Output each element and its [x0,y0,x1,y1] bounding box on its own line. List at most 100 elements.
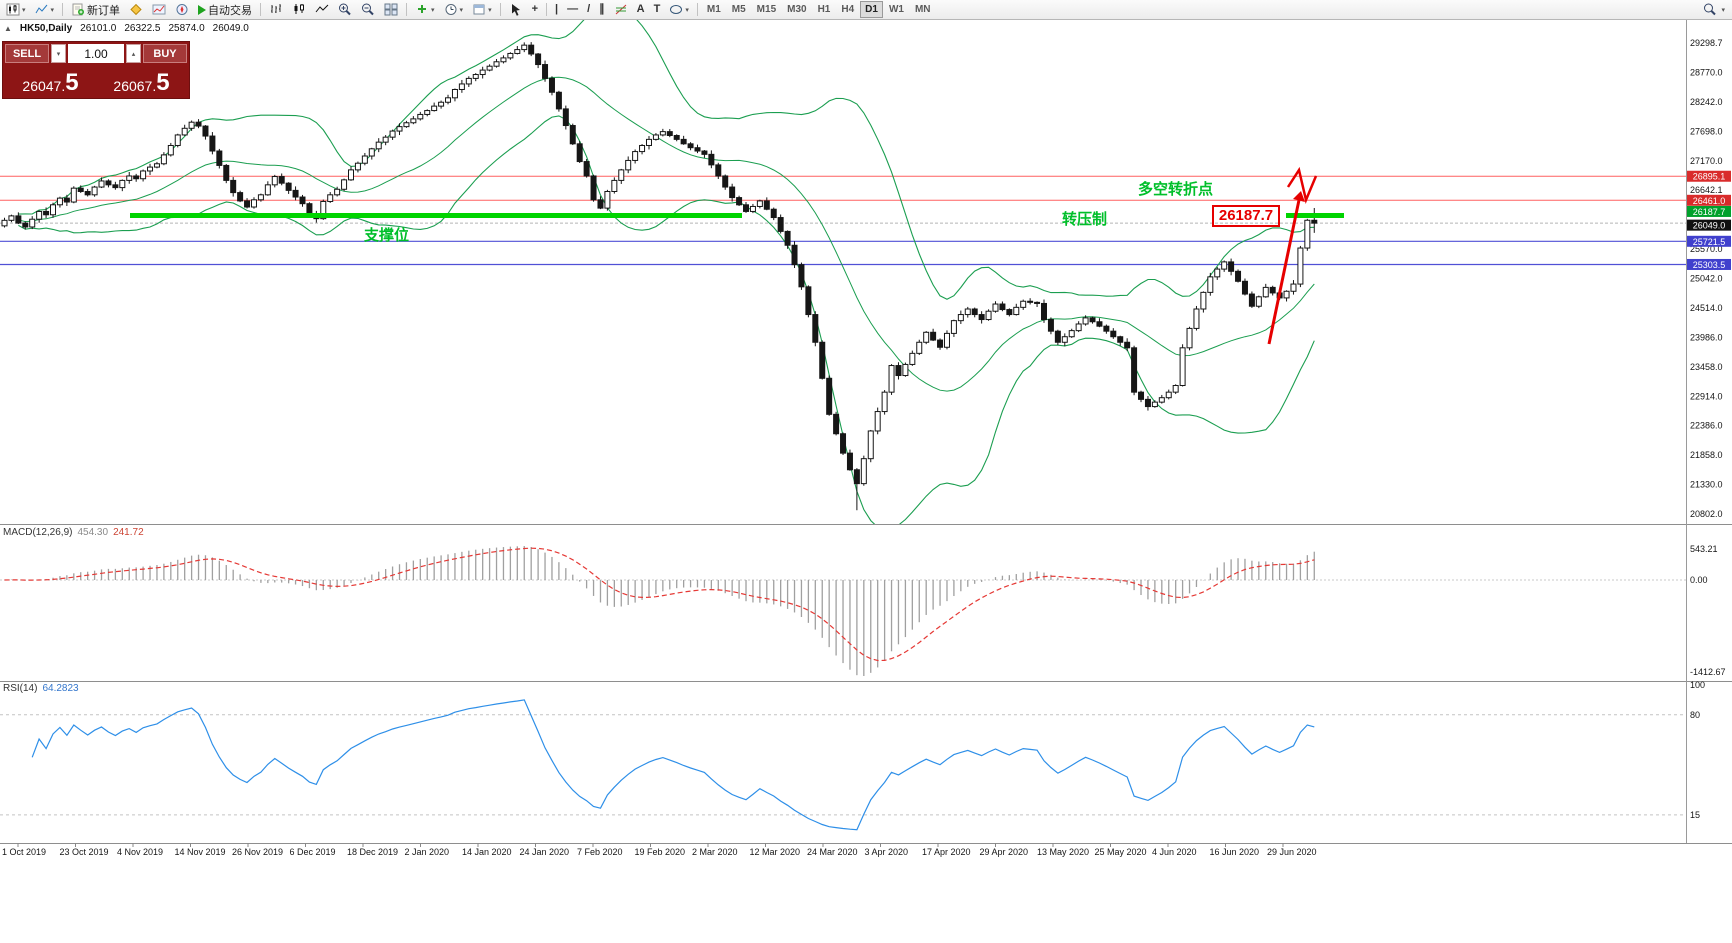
price-axis-label: 20802.0 [1690,509,1723,519]
cursor-button[interactable] [505,0,527,19]
timeframe-w1[interactable]: W1 [888,4,904,15]
timeframe-mn[interactable]: MN [914,4,931,15]
date-axis-label: 18 Dec 2019 [347,847,398,857]
periods-button[interactable]: ▾ [440,0,468,19]
new-chart-button[interactable]: ▾ [2,0,30,19]
date-axis-label: 1 Oct 2019 [2,847,46,857]
date-axis-label: 13 May 2020 [1037,847,1089,857]
crosshair-button[interactable]: + [528,0,542,19]
zoom-out-button[interactable] [357,0,379,19]
zigzag-mark [1286,166,1318,205]
channel-tool[interactable]: ∥ [595,0,609,19]
price-axis-label: 21330.0 [1690,480,1723,490]
shapes-tool[interactable]: ▾ [665,0,693,19]
crosshair-icon: + [531,3,539,15]
chevron-down-icon: ▾ [22,6,26,14]
candle-chart-mode-button[interactable] [288,0,310,19]
vertical-line-tool[interactable]: | [551,0,562,19]
timeframe-m1[interactable]: M1 [706,4,721,15]
macd-signal-value: 241.72 [113,527,144,538]
rsi-axis-label: 15 [1690,810,1700,820]
date-axis-label: 2 Jan 2020 [405,847,450,857]
fibonacci-icon [615,4,626,15]
one-click-panel-toggle[interactable]: ▲ [4,24,12,33]
timeframe-h1[interactable]: H1 [817,4,831,15]
rsi-indicator-label: RSI(14) 64.2823 [3,683,79,694]
search-icon[interactable] [1703,3,1717,16]
toolbar-separator [546,3,548,16]
buy-button[interactable]: BUY [143,44,187,63]
sell-price[interactable]: 26047. 5 [5,63,96,96]
symbol-ohlc-line: ▲ HK50,Daily 26101.0 26322.5 25874.0 260… [4,23,249,34]
volume-decrease-button[interactable]: ▾ [51,44,66,63]
timeframe-h4[interactable]: H4 [841,4,855,15]
label-tool[interactable]: T [650,0,665,19]
buy-price[interactable]: 26067. 5 [96,63,187,96]
price-badge [1687,219,1731,231]
annotation-support[interactable]: 支撑位 [364,227,410,244]
macd-panel[interactable] [0,546,1686,676]
date-axis-label: 25 May 2020 [1095,847,1147,857]
navigator-icon [176,4,188,15]
text-icon: A [636,3,645,15]
volume-increase-button[interactable]: ▴ [126,44,141,63]
rsi-panel[interactable] [0,699,1686,831]
tile-windows-button[interactable] [380,0,402,19]
candles-layer [1,42,1318,511]
horizontal-line-tool[interactable]: — [563,0,582,19]
macd-name: MACD(12,26,9) [3,527,73,538]
trendline-icon: / [587,3,591,15]
cursor-icon [511,4,520,16]
price-axis-label: 23458.0 [1690,362,1723,372]
annotation-turning-point[interactable]: 多空转折点 [1138,181,1214,198]
timeframe-m30[interactable]: M30 [787,4,807,15]
bar-chart-mode-button[interactable] [265,0,287,19]
annotation-price-box[interactable]: 26187.7 [1212,205,1280,227]
macd-main-value: 454.30 [77,527,109,538]
volume-input[interactable]: 1.00 [68,44,124,63]
chevron-down-icon[interactable]: ▾ [1721,6,1725,14]
text-tool[interactable]: A [633,0,649,19]
price-chart-layer[interactable] [0,1,1686,530]
sell-button[interactable]: SELL [5,44,49,63]
market-watch-button[interactable] [148,0,170,19]
line-chart-mode-button[interactable] [311,0,333,19]
autotrading-button[interactable]: 自动交易 [194,0,256,19]
buy-price-pip: 5 [156,69,170,96]
trendline-tool[interactable]: / [583,0,594,19]
timeframe-m15[interactable]: M15 [756,4,777,15]
price-badge [1687,235,1731,247]
sell-price-pip: 5 [65,69,79,96]
new-order-icon [72,3,85,16]
price-axis-label: 28242.0 [1690,97,1723,107]
date-axis[interactable]: 1 Oct 2019 23 Oct 2019 4 Nov 2019 14 Nov 20… [2,843,1317,857]
timeframe-d1[interactable]: D1 [860,1,883,18]
chevron-down-icon: ▾ [50,6,55,14]
trend-arrow[interactable] [1267,199,1301,345]
price-axis[interactable]: 29298.7 28770.0 28242.0 27698.0 27170.0 26642… [1687,38,1731,820]
price-badge-label: 26895.1 [1693,172,1726,182]
navigator-button[interactable] [171,0,193,19]
fibonacci-tool[interactable] [610,0,632,19]
new-order-button[interactable]: 新订单 [67,0,124,19]
metaeditor-button[interactable] [125,0,147,19]
timeframe-m5[interactable]: M5 [731,4,746,15]
profiles-button[interactable]: ▾ [31,0,59,19]
price-axis-label: 27170.0 [1690,156,1723,166]
annotation-resistance[interactable]: 转压制 [1062,211,1108,228]
profiles-icon [35,4,47,14]
date-axis-label: 3 Apr 2020 [865,847,909,857]
line-chart-icon [315,4,329,13]
toolbar-separator [696,3,698,16]
zoom-in-button[interactable] [334,0,356,19]
price-axis-label: 26642.1 [1690,185,1723,195]
tile-windows-icon [384,3,398,16]
price-axis-label: 27698.0 [1690,126,1723,136]
date-axis-label: 19 Feb 2020 [635,847,686,857]
indicators-button[interactable]: ▾ [411,0,439,19]
price-axis-label: 21858.0 [1690,450,1723,460]
templates-button[interactable]: ▾ [468,0,496,19]
new-chart-icon [6,3,20,16]
rsi-name: RSI(14) [3,683,38,694]
